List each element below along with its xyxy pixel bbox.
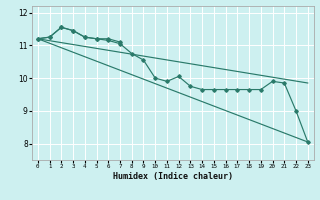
X-axis label: Humidex (Indice chaleur): Humidex (Indice chaleur) xyxy=(113,172,233,181)
